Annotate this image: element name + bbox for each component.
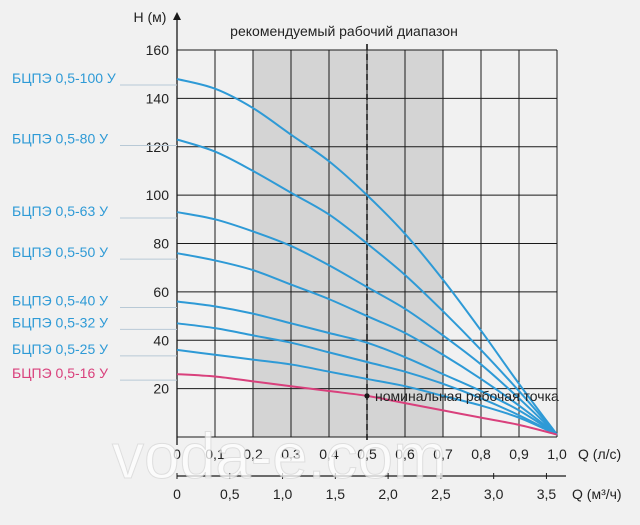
x-tick-label: 0,3: [281, 446, 301, 462]
y-tick-label: 160: [146, 42, 170, 58]
y-tick-label: 100: [146, 187, 170, 203]
x-tick-label: 0,4: [319, 446, 339, 462]
grid: [173, 12, 566, 477]
y-tick-label: 60: [153, 284, 169, 300]
x-tick-label: 0: [173, 446, 181, 462]
chart-title: рекомендуемый рабочий диапазон: [230, 23, 458, 39]
x-axis-ticks: 0 0,1 0,2 0,3 0,4 0,5 0,6 0,7 0,8 0,9 1,0: [173, 446, 567, 462]
series-label-4: БЦПЭ 0,5-40 У: [12, 293, 108, 309]
x2-tick-label: 3,0: [484, 486, 504, 502]
x-tick-label: 0,1: [205, 446, 225, 462]
x-tick-label: 0,5: [357, 446, 377, 462]
nominal-point: номинальная рабочая точка: [364, 388, 559, 404]
x-axis-label: Q (л/с): [578, 446, 621, 462]
y-tick-label: 80: [153, 236, 169, 252]
x2-tick-label: 2,0: [378, 486, 398, 502]
series-line-1: [176, 138, 558, 436]
x2-tick-label: 2,5: [431, 486, 451, 502]
x2-axis-ticks: 0 0,5 1,0 1,5 2,0 2,5 3,0 3,5: [173, 473, 556, 502]
x-tick-label: 0,7: [433, 446, 453, 462]
x2-axis-label: Q (м³/ч): [572, 486, 622, 502]
x2-tick-label: 3,5: [537, 486, 557, 502]
series-lines: [176, 78, 558, 436]
series-label-2: БЦПЭ 0,5-63 У: [12, 203, 108, 219]
y-tick-label: 40: [153, 332, 169, 348]
watermark: voda-e.com: [112, 420, 446, 492]
y-tick-label: 120: [146, 139, 170, 155]
x2-tick-label: 1,5: [326, 486, 346, 502]
x-tick-label: 0,6: [395, 446, 415, 462]
series-line-5: [176, 322, 558, 436]
x-tick-label: 1,0: [547, 446, 567, 462]
x2-tick-label: 0,5: [220, 486, 240, 502]
x-tick-label: 0,2: [243, 446, 263, 462]
series-line-6: [176, 348, 558, 436]
nominal-point-label: номинальная рабочая точка: [375, 388, 559, 404]
series-label-5: БЦПЭ 0,5-32 У: [12, 314, 108, 330]
x2-tick-label: 0: [173, 486, 181, 502]
y-axis-ticks: 20 40 60 80 100 120 140 160: [146, 42, 170, 397]
series-line-4: [176, 300, 558, 436]
x-tick-label: 0,8: [471, 446, 491, 462]
series-label-7: БЦПЭ 0,5-16 У: [12, 365, 108, 381]
series-line-3: [176, 252, 558, 436]
series-labels: БЦПЭ 0,5-100 У БЦПЭ 0,5-80 У БЦПЭ 0,5-63 У…: [12, 70, 177, 381]
x2-tick-label: 1,0: [273, 486, 293, 502]
y-tick-label: 140: [146, 90, 170, 106]
series-label-3: БЦПЭ 0,5-50 У: [12, 244, 108, 260]
x-tick-label: 0,9: [509, 446, 529, 462]
series-label-1: БЦПЭ 0,5-80 У: [12, 130, 108, 146]
y-axis-label: H (м): [134, 9, 167, 25]
series-line-0: [176, 78, 558, 436]
y-tick-label: 20: [153, 381, 169, 397]
nominal-point-marker: [364, 393, 370, 399]
y-axis-arrow: [173, 12, 181, 20]
series-label-6: БЦПЭ 0,5-25 У: [12, 341, 108, 357]
series-line-2: [176, 211, 558, 436]
series-label-0: БЦПЭ 0,5-100 У: [12, 70, 116, 86]
